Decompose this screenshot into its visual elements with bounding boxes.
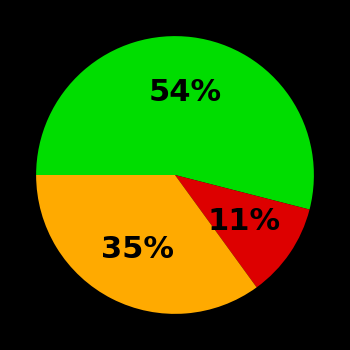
Wedge shape xyxy=(36,36,314,210)
Text: 11%: 11% xyxy=(207,207,280,236)
Wedge shape xyxy=(36,175,257,314)
Text: 54%: 54% xyxy=(149,78,222,107)
Wedge shape xyxy=(175,175,309,287)
Text: 35%: 35% xyxy=(101,235,174,264)
